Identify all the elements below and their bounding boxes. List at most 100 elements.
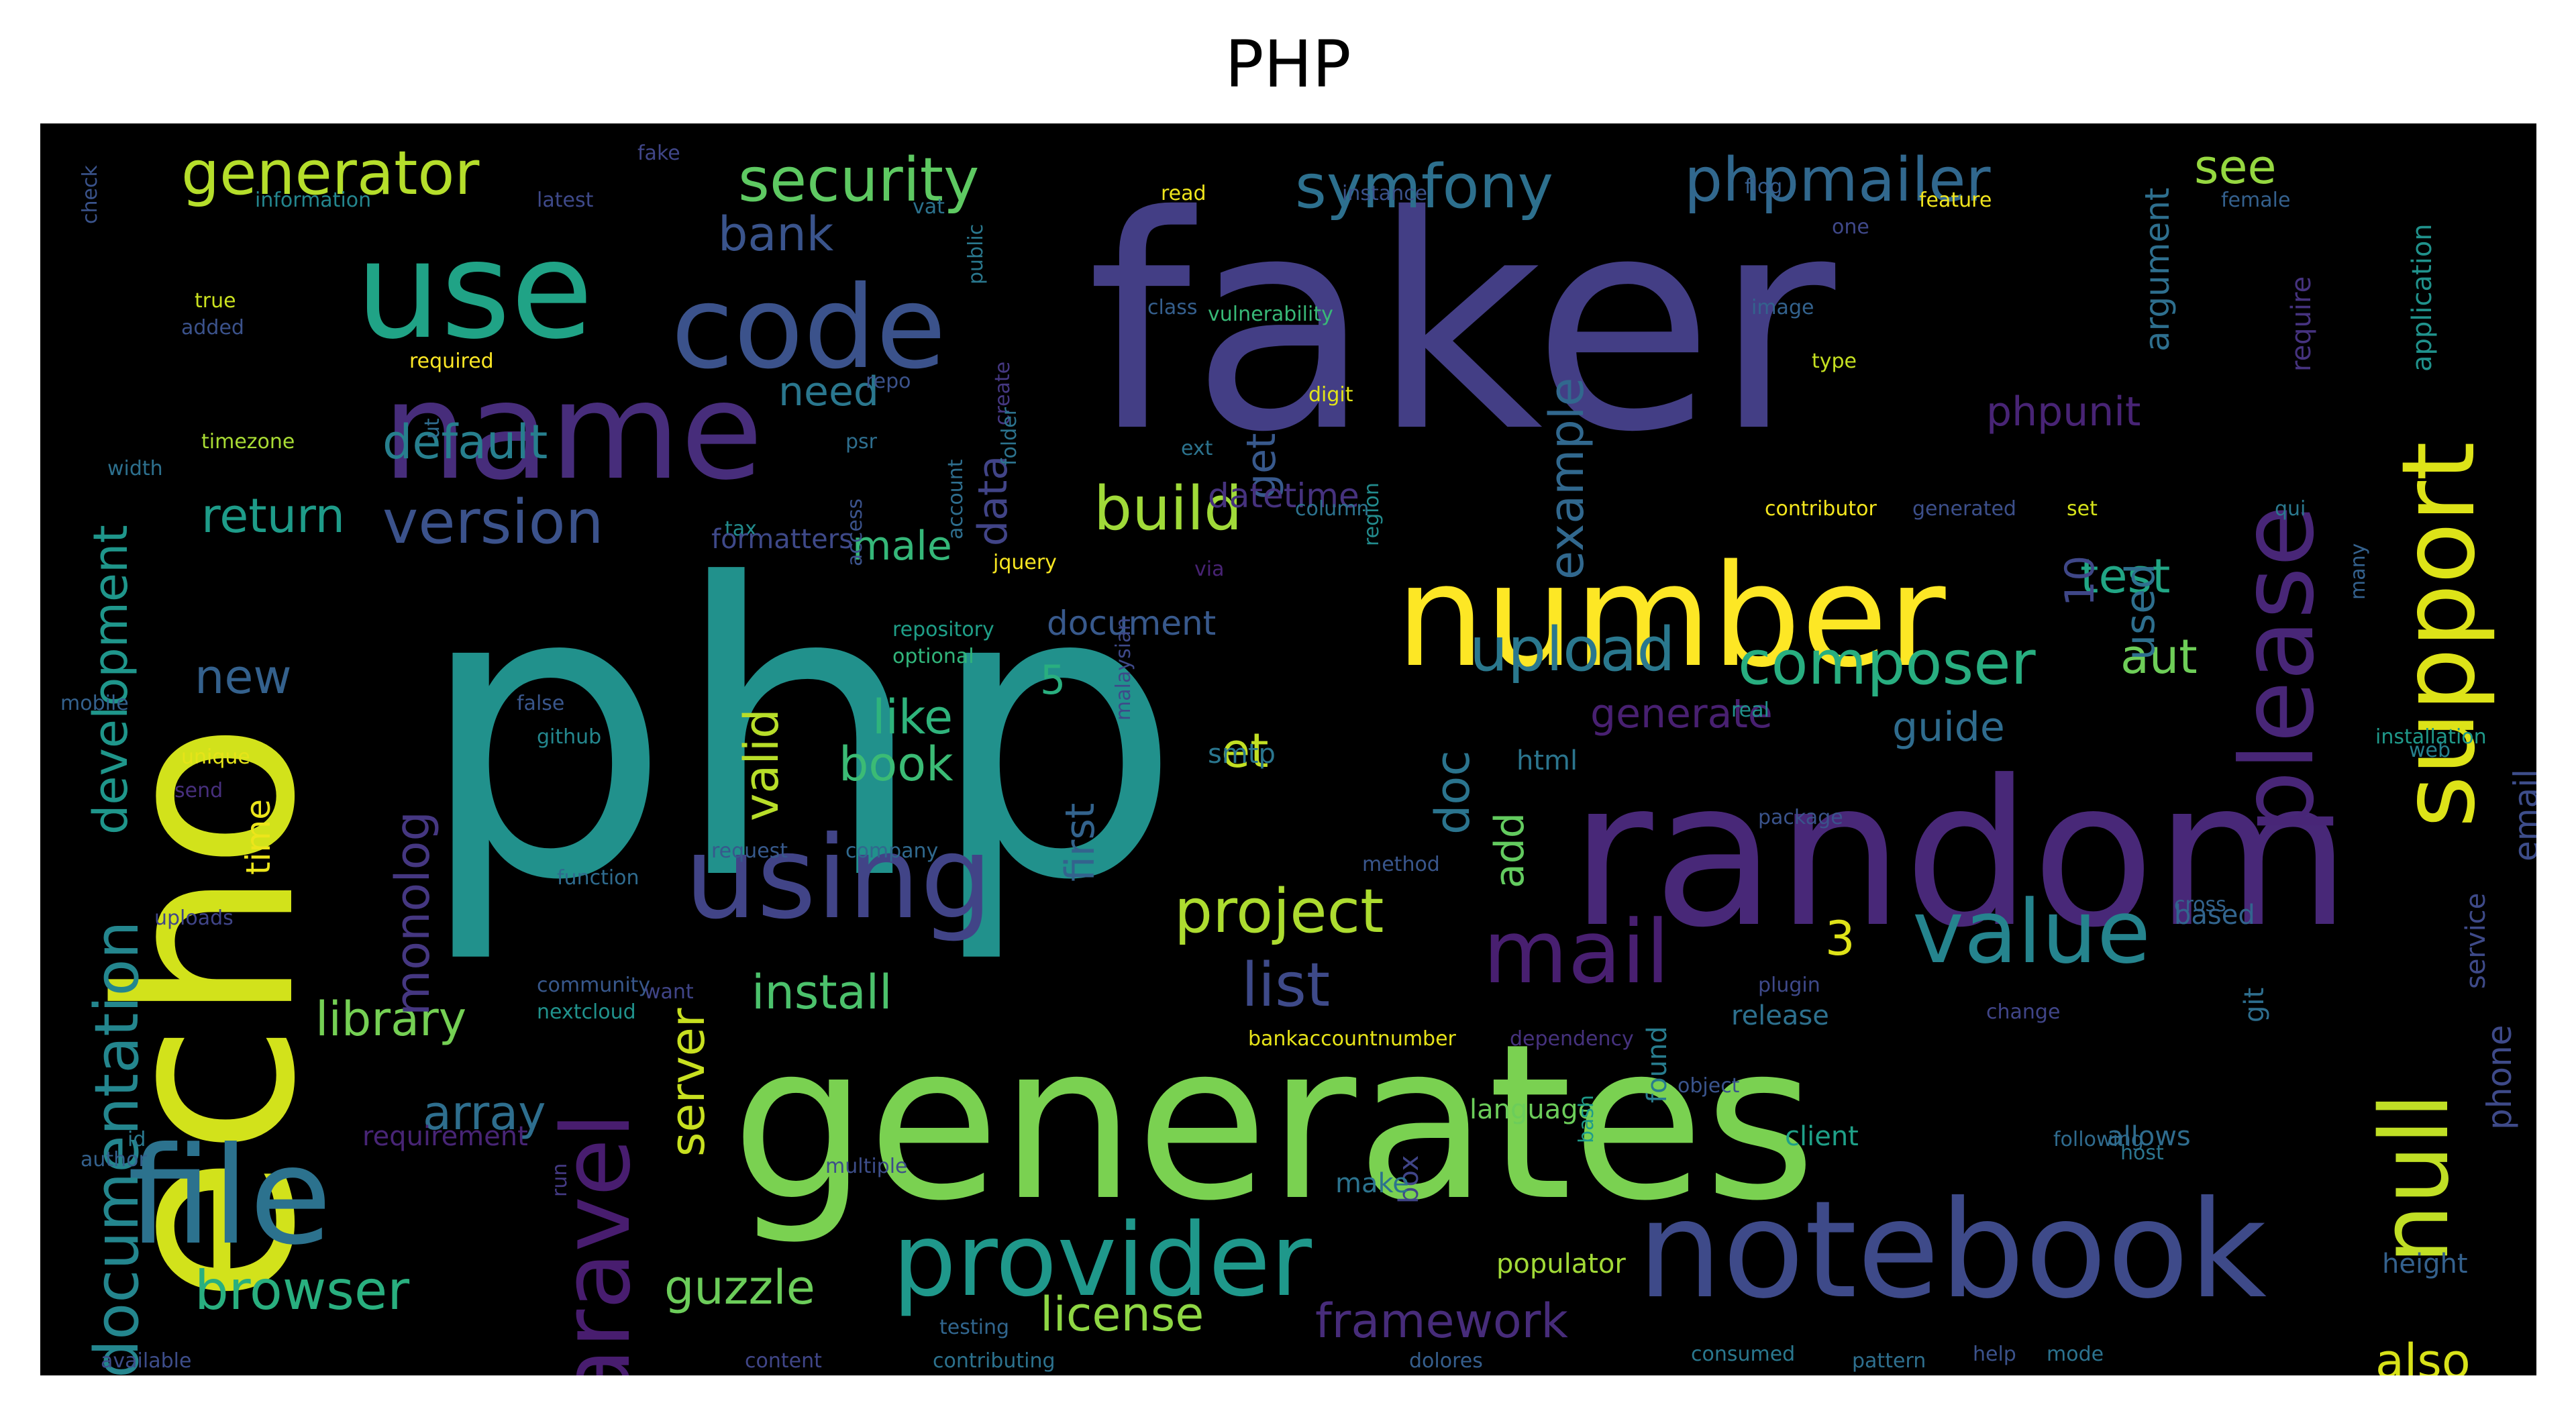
word-make: make — [1335, 1168, 1409, 1199]
word-support: support — [2381, 441, 2497, 828]
word-see: see — [2194, 140, 2277, 195]
word-like: like — [872, 690, 954, 745]
word-false: false — [517, 692, 565, 715]
word-true: true — [195, 289, 236, 313]
word-project: project — [1174, 876, 1384, 947]
word-value: value — [1912, 881, 2151, 983]
word-latest: latest — [537, 189, 594, 212]
word-first: first — [1057, 802, 1104, 882]
word-requirement: requirement — [362, 1121, 528, 1152]
word-community: community — [537, 974, 651, 997]
word-populator: populator — [1496, 1249, 1626, 1279]
word-number: number — [1396, 534, 1946, 698]
word-data: data — [970, 455, 1017, 546]
word-version: version — [382, 487, 604, 558]
word-test: test — [2080, 549, 2171, 604]
word-3: 3 — [1825, 911, 1855, 966]
word-mail: mail — [1483, 901, 1670, 1003]
word-generated: generated — [1912, 497, 2016, 521]
word-object: object — [1678, 1074, 1740, 1098]
word-nextcloud: nextcloud — [537, 1000, 636, 1024]
word-jquery: jquery — [993, 551, 1057, 574]
word-release: release — [1731, 1000, 1829, 1031]
word-service: service — [2461, 892, 2491, 989]
word-width: width — [107, 457, 163, 480]
word-example: example — [1539, 377, 1594, 580]
word-fake: fake — [637, 142, 680, 165]
word-optional: optional — [892, 645, 974, 668]
word-dependency: dependency — [1510, 1027, 1634, 1051]
word-based: based — [2174, 900, 2255, 931]
word-repository: repository — [892, 618, 994, 641]
word-real: real — [1731, 698, 1769, 722]
word-use: use — [356, 213, 594, 369]
word-content: content — [745, 1349, 822, 1373]
word-consumed: consumed — [1691, 1343, 1796, 1366]
word-image: image — [1751, 296, 1814, 319]
word-account: account — [944, 459, 968, 539]
word-cross: cross — [2174, 893, 2226, 917]
word-server: server — [660, 1008, 715, 1157]
word-client: client — [1785, 1121, 1859, 1152]
word-email: email — [2507, 769, 2536, 861]
word-provider: provider — [892, 1202, 1312, 1319]
word-bankaccountnumber: bankaccountnumber — [1248, 1027, 1456, 1051]
word-document: document — [1047, 604, 1217, 643]
word-psr: psr — [845, 430, 878, 454]
word-application: application — [2407, 223, 2438, 372]
word-vulnerability: vulnerability — [1208, 303, 1333, 326]
word-one: one — [1832, 215, 1869, 239]
word-5: 5 — [1040, 657, 1066, 704]
chart-title: PHP — [1225, 27, 1351, 102]
word-contributor: contributor — [1765, 497, 1877, 521]
word-available: available — [101, 1349, 192, 1373]
word-browser: browser — [195, 1259, 410, 1322]
word-require: require — [2286, 276, 2317, 372]
word-array: array — [423, 1086, 546, 1141]
word-region: region — [1360, 482, 1384, 546]
word-ext: ext — [1181, 437, 1213, 460]
word-install: install — [752, 965, 892, 1020]
word-height: height — [2382, 1249, 2468, 1279]
word-argument: argument — [2138, 187, 2177, 352]
word-female: female — [2221, 189, 2291, 212]
word-information: information — [255, 189, 372, 212]
word-request: request — [711, 839, 788, 863]
word-monolog: monolog — [385, 811, 440, 1016]
word-php: php — [416, 499, 1182, 968]
word-generates: generates — [731, 998, 1816, 1248]
word-time: time — [239, 799, 278, 875]
word-web: web — [2409, 739, 2451, 762]
word-datetime: datetime — [1208, 476, 1359, 515]
word-doc: doc — [1425, 750, 1480, 835]
word-plugin: plugin — [1758, 974, 1820, 997]
word-library: library — [315, 992, 467, 1047]
word-symfony: symfony — [1295, 152, 1553, 222]
word-generate: generate — [1590, 690, 1773, 737]
word-set: set — [2067, 497, 2098, 521]
word-digit: digit — [1308, 383, 1353, 407]
word-access: access — [843, 498, 867, 566]
word-want: want — [644, 980, 694, 1004]
word-contributing: contributing — [933, 1349, 1055, 1373]
word-company: company — [845, 839, 939, 863]
word-added: added — [181, 316, 244, 339]
word-required: required — [409, 350, 494, 373]
word-help: help — [1973, 1343, 2016, 1366]
word-following: following — [2053, 1128, 2144, 1151]
word-html: html — [1516, 745, 1578, 776]
word-unique: unique — [181, 745, 250, 769]
word-phpunit: phpunit — [1986, 388, 2141, 435]
word-composer: composer — [1738, 628, 2036, 698]
word-instance: instance — [1342, 182, 1428, 205]
word-github: github — [537, 725, 602, 749]
word-guzzle: guzzle — [664, 1260, 815, 1315]
word-function: function — [557, 866, 639, 890]
word-qui: qui — [2275, 497, 2306, 521]
word-class: class — [1147, 296, 1198, 319]
word-found: found — [1642, 1026, 1673, 1103]
word-language: language — [1470, 1094, 1595, 1125]
word-change: change — [1986, 1000, 2061, 1024]
word-cloud: php faker echo generates random number noteboo… — [40, 123, 2536, 1375]
word-tax: tax — [725, 517, 757, 541]
